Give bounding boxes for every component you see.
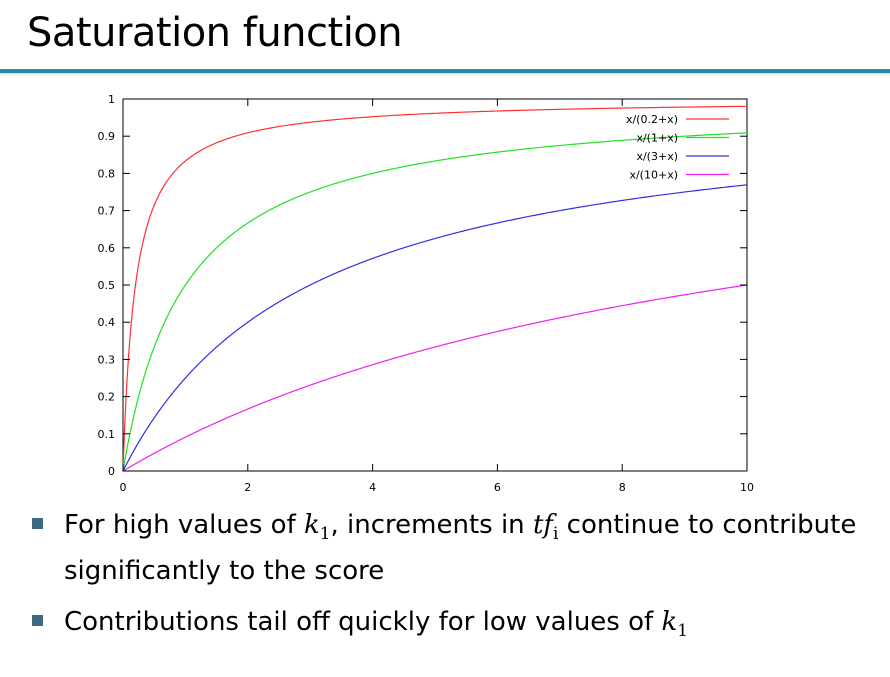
legend-label-1: x/(0.2+x) bbox=[626, 113, 678, 126]
series-line-4 bbox=[122, 284, 748, 472]
saturation-chart: 00.10.20.30.40.50.60.70.80.910 2 4 6 8 10 x/(… bbox=[98, 93, 755, 494]
bullet-list: For high values of k1, increments in tfi… bbox=[30, 506, 880, 662]
bullet-item-low-k: Contributions tail off quickly for low v… bbox=[30, 603, 880, 649]
y-tick-label: 0.9 bbox=[98, 130, 116, 143]
k1-symbol: k1 bbox=[661, 607, 688, 641]
x-tick-label: 8 bbox=[619, 481, 626, 494]
y-tick-label: 0.8 bbox=[98, 167, 116, 180]
slide-title: Saturation function bbox=[27, 10, 403, 56]
y-tick-label: 1 bbox=[108, 93, 115, 106]
y-tick-label: 0.7 bbox=[98, 205, 116, 218]
x-tick-label: 4 bbox=[369, 481, 376, 494]
x-tick-label: 10 bbox=[740, 481, 754, 494]
series-line-1 bbox=[122, 105, 748, 471]
y-tick-label: 0 bbox=[108, 465, 115, 478]
bullet-square-icon bbox=[32, 615, 43, 627]
bullet-text: , increments in bbox=[330, 510, 533, 540]
x-tick-label: 2 bbox=[244, 481, 251, 494]
legend-label-2: x/(1+x) bbox=[636, 132, 678, 145]
bullet-text: For high values of bbox=[64, 510, 304, 540]
bullet-item-high-k: For high values of k1, increments in tfi… bbox=[30, 506, 880, 590]
bullet-text: Contributions tail off quickly for low v… bbox=[64, 607, 662, 638]
y-tick-label: 0.3 bbox=[98, 353, 116, 366]
title-underline-shadow bbox=[0, 73, 890, 76]
y-tick-label: 0.4 bbox=[98, 316, 116, 329]
title-underline bbox=[0, 69, 890, 73]
x-tick-label: 6 bbox=[494, 481, 501, 494]
y-tick-label: 0.5 bbox=[98, 279, 116, 292]
y-tick-label: 0.1 bbox=[98, 428, 116, 441]
series-line-3 bbox=[122, 184, 748, 472]
bullet-square-icon bbox=[32, 518, 43, 529]
bullet-text: continue to contribute significantly to … bbox=[64, 510, 857, 587]
tfi-symbol: tfi bbox=[532, 510, 559, 544]
k1-symbol: k1 bbox=[304, 510, 331, 544]
legend-label-4: x/(10+x) bbox=[629, 169, 678, 182]
series-line-2 bbox=[122, 132, 748, 472]
y-tick-label: 0.6 bbox=[98, 242, 116, 255]
x-tick-label: 0 bbox=[120, 481, 127, 494]
y-tick-label: 0.2 bbox=[98, 391, 116, 404]
legend-label-3: x/(3+x) bbox=[636, 150, 678, 163]
